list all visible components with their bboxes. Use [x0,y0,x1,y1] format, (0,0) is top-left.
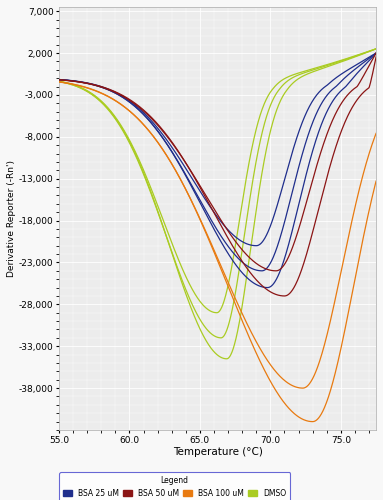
Y-axis label: Derivative Reporter (-Rn'): Derivative Reporter (-Rn') [7,160,16,277]
Legend: BSA 25 uM, BSA 50 uM, BSA 100 uM, DMSO: BSA 25 uM, BSA 50 uM, BSA 100 uM, DMSO [59,472,290,500]
X-axis label: Temperature (°C): Temperature (°C) [173,448,262,458]
